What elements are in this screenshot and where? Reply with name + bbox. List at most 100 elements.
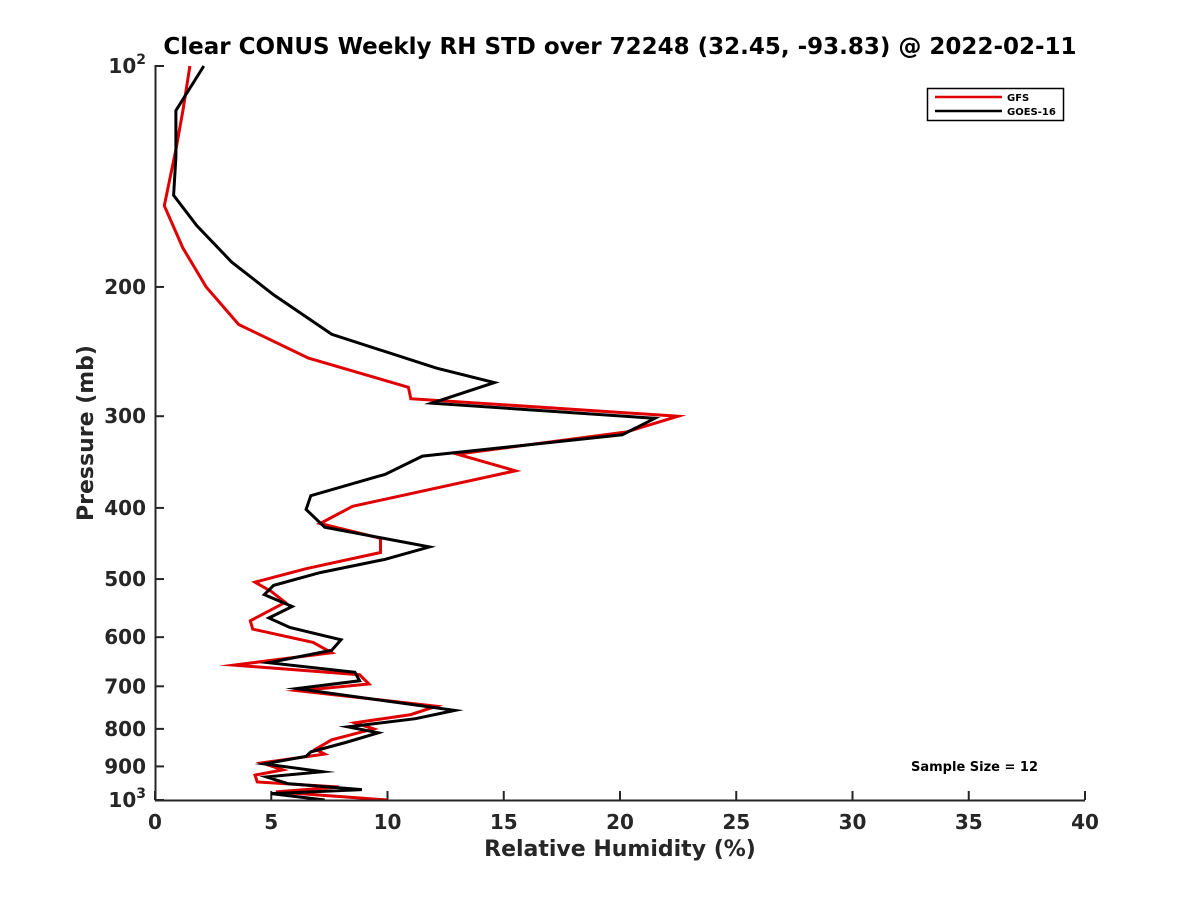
data-point-gfs <box>410 713 412 715</box>
data-point-gfs <box>312 641 314 643</box>
data-point-goes16 <box>493 381 495 383</box>
data-point-goes16 <box>454 709 456 711</box>
y-tick-label: 500 <box>104 567 146 591</box>
x-axis-label: Relative Humidity (%) <box>484 837 756 862</box>
data-point-gfs <box>182 247 184 249</box>
x-tick-label: 5 <box>264 810 278 834</box>
x-tick-label: 20 <box>606 810 634 834</box>
data-point-goes16 <box>272 584 274 586</box>
data-point-goes16 <box>435 367 437 369</box>
x-tick-label: 40 <box>1071 810 1099 834</box>
sample-size-annotation: Sample Size = 12 <box>911 760 1038 775</box>
y-tick-label: 400 <box>104 496 146 520</box>
y-tick-label: 900 <box>104 754 146 778</box>
data-point-goes16 <box>344 741 346 743</box>
data-point-gfs <box>252 628 254 630</box>
data-point-goes16 <box>358 680 360 682</box>
data-point-gfs <box>254 774 256 776</box>
data-point-gfs <box>407 386 409 388</box>
series-layer <box>162 65 687 802</box>
data-point-goes16 <box>263 593 265 595</box>
data-point-goes16 <box>231 261 233 263</box>
data-point-gfs <box>163 205 165 207</box>
data-point-gfs <box>351 505 353 507</box>
data-point-gfs <box>354 722 356 724</box>
data-point-gfs <box>254 581 256 583</box>
legend: GFS GOES-16 <box>926 87 1065 122</box>
data-point-goes16 <box>268 617 270 619</box>
data-point-gfs <box>189 65 191 67</box>
data-point-gfs <box>249 620 251 622</box>
y-tick-label: 102 <box>108 52 146 78</box>
data-point-goes16 <box>331 333 333 335</box>
data-point-goes16 <box>270 792 272 794</box>
data-point-goes16 <box>263 763 265 765</box>
x-tick-label: 10 <box>374 810 402 834</box>
data-point-goes16 <box>296 687 298 689</box>
data-point-goes16 <box>310 751 312 753</box>
y-axis-ticks: 102 200 300 400 500 600 700 800 900 103 <box>104 52 164 812</box>
data-point-gfs <box>305 568 307 570</box>
legend-box <box>926 87 1065 122</box>
data-point-goes16 <box>347 726 349 728</box>
data-point-goes16 <box>319 571 321 573</box>
data-point-gfs <box>324 753 326 755</box>
data-point-goes16 <box>321 771 323 773</box>
data-point-goes16 <box>428 546 430 548</box>
y-tick-label: 700 <box>104 674 146 698</box>
y-tick-label: 200 <box>104 275 146 299</box>
data-point-gfs <box>282 769 284 771</box>
data-point-goes16 <box>354 671 356 673</box>
data-point-gfs <box>233 664 235 666</box>
data-point-goes16 <box>175 156 177 158</box>
data-point-gfs <box>331 739 333 741</box>
axes <box>154 65 1085 802</box>
y-tick-label: 103 <box>108 786 146 812</box>
data-point-goes16 <box>272 294 274 296</box>
data-point-gfs <box>358 674 360 676</box>
data-point-goes16 <box>384 473 386 475</box>
data-point-gfs <box>182 109 184 111</box>
x-tick-label: 15 <box>490 810 518 834</box>
data-point-goes16 <box>286 782 288 784</box>
data-point-goes16 <box>265 776 267 778</box>
data-point-gfs <box>372 728 374 730</box>
data-point-goes16 <box>196 224 198 226</box>
x-tick-label: 0 <box>148 810 162 834</box>
data-point-gfs <box>368 683 370 685</box>
data-point-gfs <box>379 551 381 553</box>
data-point-goes16 <box>305 508 307 510</box>
x-tick-label: 35 <box>955 810 983 834</box>
data-point-gfs <box>677 415 679 417</box>
data-point-gfs <box>238 323 240 325</box>
data-point-goes16 <box>305 755 307 757</box>
data-point-gfs <box>514 470 516 472</box>
data-point-gfs <box>307 357 309 359</box>
x-tick-label: 25 <box>722 810 750 834</box>
data-point-goes16 <box>324 526 326 528</box>
data-point-goes16 <box>172 194 174 196</box>
data-point-goes16 <box>340 639 342 641</box>
x-tick-label: 30 <box>839 810 867 834</box>
data-point-gfs <box>410 398 412 400</box>
data-point-goes16 <box>203 65 205 67</box>
data-point-goes16 <box>291 605 293 607</box>
series-line-gfs <box>162 65 687 802</box>
y-axis-label: Pressure (mb) <box>74 345 99 521</box>
data-point-goes16 <box>654 417 656 419</box>
data-point-goes16 <box>377 732 379 734</box>
series-line-goes16 <box>172 65 661 802</box>
data-point-goes16 <box>414 718 416 720</box>
y-tick-label: 800 <box>104 717 146 741</box>
data-point-goes16 <box>331 649 333 651</box>
data-point-gfs <box>205 286 207 288</box>
data-point-goes16 <box>361 788 363 790</box>
data-point-goes16 <box>175 109 177 111</box>
legend-label-gfs: GFS <box>1007 93 1029 104</box>
data-point-goes16 <box>621 434 623 436</box>
y-tick-label: 300 <box>104 404 146 428</box>
x-axis-ticks: 0 5 10 15 20 25 30 35 40 <box>148 791 1099 834</box>
data-point-goes16 <box>384 558 386 560</box>
data-point-goes16 <box>421 455 423 457</box>
